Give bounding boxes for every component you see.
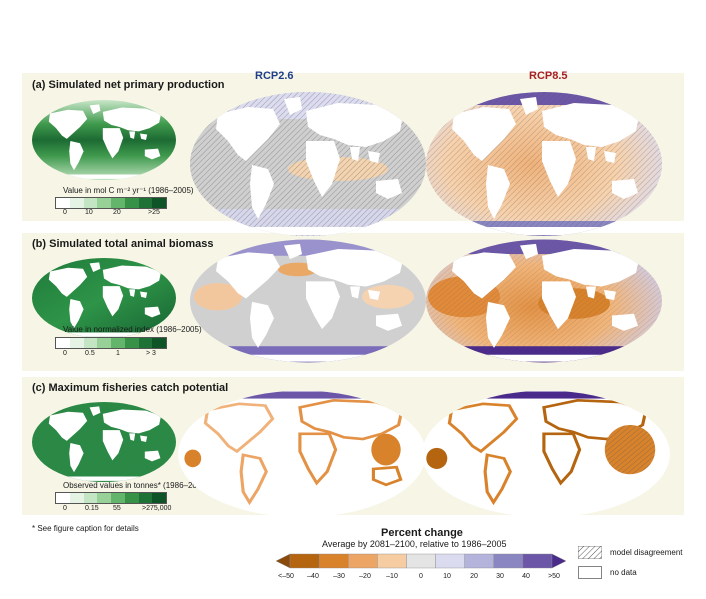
panel-c-tick-1: 0.15	[85, 505, 99, 512]
panel-c-baseline-map	[32, 402, 176, 482]
cbar-tick-7: 20	[470, 573, 478, 580]
colorbar-swatch-7	[464, 553, 494, 569]
panel-a-tick-1: 10	[85, 209, 93, 216]
colorbar-swatch-5	[406, 553, 436, 569]
footnote: * See figure caption for details	[32, 524, 139, 533]
panel-a-baseline-map	[32, 100, 176, 180]
panel-c-tick-3: >275,000	[142, 505, 172, 512]
colorbar-swatch-0	[276, 553, 291, 569]
panel-a-rcp85-map	[426, 92, 662, 236]
no-data-label: no data	[610, 568, 637, 577]
panel-c-tick-2: 55	[113, 505, 121, 512]
cbar-tick-3: –20	[359, 573, 371, 580]
colorbar-swatch-2	[318, 553, 349, 569]
panel-c-green-colorbar	[55, 492, 167, 504]
colorbar-swatch-9	[522, 553, 553, 569]
panel-a-tick-2: 20	[113, 209, 121, 216]
panel-a-title: (a) Simulated net primary production	[32, 79, 225, 91]
model-disagreement-swatch	[578, 546, 602, 559]
panel-b-legend-label: Value in normalized index (1986–2005)	[63, 325, 202, 334]
scenario-rcp26-label: RCP2.6	[255, 70, 294, 82]
panel-a-green-colorbar	[55, 197, 167, 209]
colorbar-ticks: <–50 –40 –30 –20 –10 0 10 20 30 40 >50	[276, 573, 566, 583]
panel-c-tick-0: 0	[63, 505, 67, 512]
panel-b-baseline-map	[32, 258, 176, 338]
colorbar-swatch-4	[377, 553, 407, 569]
panel-b-tick-2: 1	[116, 350, 120, 357]
panel-c-rcp26-map	[178, 390, 426, 518]
cbar-tick-9: 40	[522, 573, 530, 580]
panel-b-tick-1: 0.5	[85, 350, 95, 357]
cbar-tick-5: 0	[419, 573, 423, 580]
panel-a-rcp26-map	[190, 92, 426, 236]
colorbar-swatch-8	[493, 553, 524, 569]
panel-a-tick-0: 0	[63, 209, 67, 216]
panel-b-tick-3: > 3	[146, 350, 156, 357]
colorbar-swatch-3	[348, 553, 378, 569]
colorbar-subtitle: Average by 2081–2100, relative to 1986–2…	[322, 539, 507, 549]
panel-b-title: (b) Simulated total animal biomass	[32, 238, 214, 250]
percent-change-colorbar	[276, 553, 566, 569]
panel-c-rcp85-map	[422, 390, 670, 518]
colorbar-swatch-1	[289, 553, 320, 569]
panel-c-title: (c) Maximum fisheries catch potential	[32, 382, 229, 394]
colorbar-title: Percent change	[381, 527, 463, 539]
cbar-tick-6: 10	[443, 573, 451, 580]
cbar-tick-10: >50	[548, 573, 560, 580]
cbar-tick-1: –40	[307, 573, 319, 580]
panel-a-legend-label: Value in mol C m⁻² yr⁻¹ (1986–2005)	[63, 186, 194, 195]
model-disagreement-label: model disagreement	[610, 548, 683, 557]
colorbar-swatch-6	[435, 553, 465, 569]
cbar-tick-0: <–50	[278, 573, 294, 580]
no-data-swatch	[578, 566, 602, 579]
scenario-rcp85-label: RCP8.5	[529, 70, 568, 82]
cbar-tick-4: –10	[386, 573, 398, 580]
cbar-tick-8: 30	[496, 573, 504, 580]
panel-b-tick-0: 0	[63, 350, 67, 357]
cbar-tick-2: –30	[333, 573, 345, 580]
panel-b-green-colorbar	[55, 337, 167, 349]
panel-a-tick-3: >25	[148, 209, 160, 216]
panel-b-rcp26-map	[190, 239, 426, 363]
panel-b-rcp85-map	[426, 239, 662, 363]
colorbar-swatch-10	[551, 553, 566, 569]
panel-c-legend-label: Observed values in tonnes* (1986–2005)	[63, 481, 209, 490]
